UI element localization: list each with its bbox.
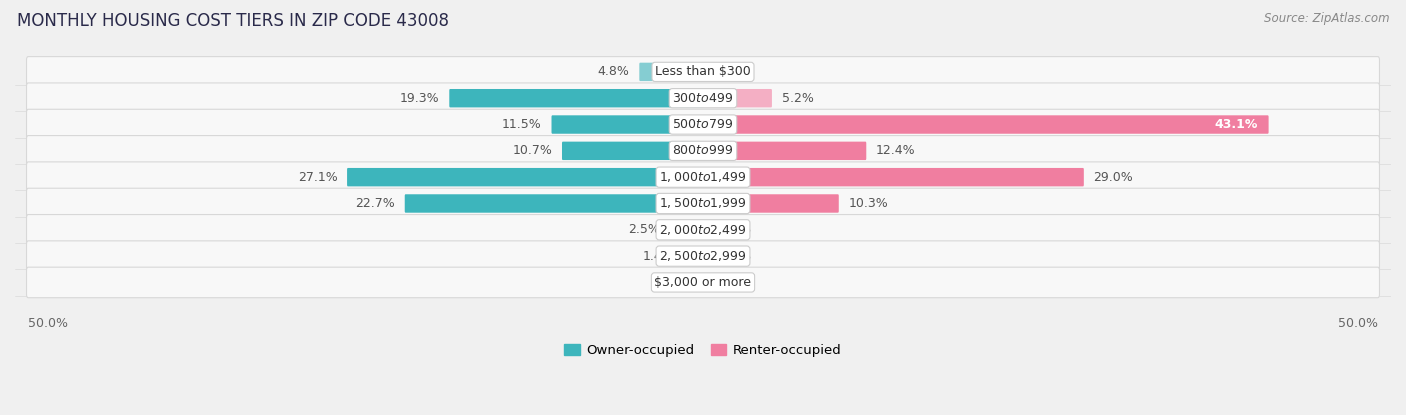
FancyBboxPatch shape [27, 215, 1379, 245]
Text: MONTHLY HOUSING COST TIERS IN ZIP CODE 43008: MONTHLY HOUSING COST TIERS IN ZIP CODE 4… [17, 12, 449, 30]
FancyBboxPatch shape [702, 115, 1268, 134]
Text: 11.5%: 11.5% [502, 118, 541, 131]
FancyBboxPatch shape [551, 115, 704, 134]
Text: 0.0%: 0.0% [718, 276, 751, 289]
FancyBboxPatch shape [683, 247, 704, 265]
Text: 12.4%: 12.4% [876, 144, 915, 157]
Text: $1,000 to $1,499: $1,000 to $1,499 [659, 170, 747, 184]
FancyBboxPatch shape [27, 83, 1379, 113]
Legend: Owner-occupied, Renter-occupied: Owner-occupied, Renter-occupied [560, 339, 846, 363]
FancyBboxPatch shape [702, 168, 1084, 186]
FancyBboxPatch shape [450, 89, 704, 107]
Text: 2.5%: 2.5% [628, 223, 659, 236]
Text: 43.1%: 43.1% [1213, 118, 1257, 131]
Text: $1,500 to $1,999: $1,500 to $1,999 [659, 196, 747, 210]
Text: 4.8%: 4.8% [598, 66, 630, 78]
Text: $3,000 or more: $3,000 or more [655, 276, 751, 289]
FancyBboxPatch shape [27, 136, 1379, 166]
Text: 0.0%: 0.0% [655, 276, 688, 289]
FancyBboxPatch shape [27, 109, 1379, 140]
FancyBboxPatch shape [669, 221, 704, 239]
FancyBboxPatch shape [27, 267, 1379, 298]
FancyBboxPatch shape [405, 194, 704, 213]
Text: Source: ZipAtlas.com: Source: ZipAtlas.com [1264, 12, 1389, 25]
Text: 27.1%: 27.1% [298, 171, 337, 184]
FancyBboxPatch shape [702, 142, 866, 160]
Text: 5.2%: 5.2% [782, 92, 814, 105]
FancyBboxPatch shape [27, 188, 1379, 219]
Text: 0.0%: 0.0% [718, 250, 751, 263]
Text: 10.3%: 10.3% [848, 197, 889, 210]
FancyBboxPatch shape [702, 89, 772, 107]
FancyBboxPatch shape [702, 194, 839, 213]
FancyBboxPatch shape [347, 168, 704, 186]
FancyBboxPatch shape [27, 162, 1379, 193]
Text: $2,000 to $2,499: $2,000 to $2,499 [659, 223, 747, 237]
Text: 10.7%: 10.7% [512, 144, 553, 157]
FancyBboxPatch shape [640, 63, 704, 81]
Text: 29.0%: 29.0% [1094, 171, 1133, 184]
Text: $300 to $499: $300 to $499 [672, 92, 734, 105]
Text: 22.7%: 22.7% [356, 197, 395, 210]
FancyBboxPatch shape [27, 241, 1379, 271]
Text: 0.0%: 0.0% [718, 66, 751, 78]
Text: $2,500 to $2,999: $2,500 to $2,999 [659, 249, 747, 263]
Text: 19.3%: 19.3% [399, 92, 440, 105]
Text: 0.0%: 0.0% [718, 223, 751, 236]
FancyBboxPatch shape [562, 142, 704, 160]
Text: $800 to $999: $800 to $999 [672, 144, 734, 157]
Text: $500 to $799: $500 to $799 [672, 118, 734, 131]
Text: Less than $300: Less than $300 [655, 66, 751, 78]
FancyBboxPatch shape [27, 56, 1379, 87]
Text: 1.4%: 1.4% [643, 250, 673, 263]
